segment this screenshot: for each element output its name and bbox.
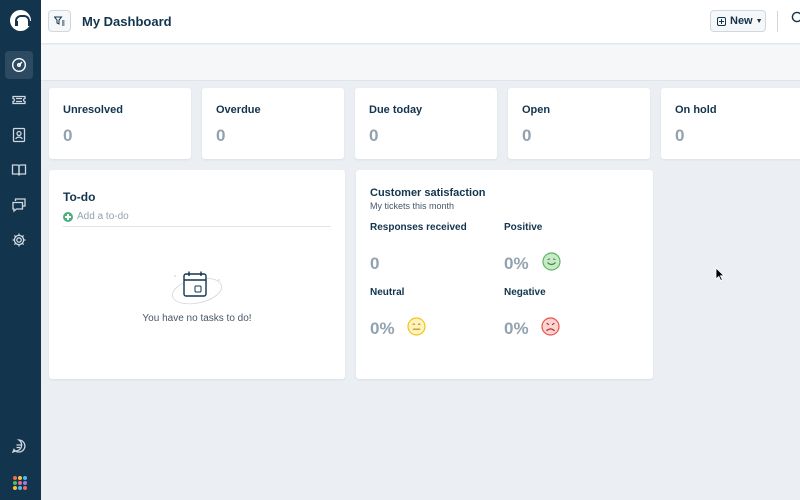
filter-toggle-button[interactable]: [48, 10, 71, 32]
stat-value: 0: [522, 126, 532, 145]
negative-value: 0%: [504, 319, 529, 338]
sidebar: [0, 0, 41, 500]
chat-icon[interactable]: [5, 191, 33, 219]
stat-value: 0: [216, 126, 226, 145]
stat-label: Open: [522, 104, 551, 116]
responses-received-value: 0: [370, 254, 380, 273]
dashboard-gauge-icon[interactable]: [5, 51, 33, 79]
stat-value: 0: [369, 126, 379, 145]
csat-subtitle: My tickets this month: [370, 201, 455, 211]
tickets-icon[interactable]: [5, 86, 33, 114]
stat-card-overdue[interactable]: Overdue 0: [202, 88, 344, 159]
neutral-label: Neutral: [370, 287, 405, 298]
chevron-down-icon: ▼: [755, 17, 763, 25]
stat-card-unresolved[interactable]: Unresolved 0: [49, 88, 191, 159]
add-circle-icon: [63, 212, 73, 222]
dashboard-toolbar: [41, 45, 800, 81]
search-icon[interactable]: [791, 11, 800, 25]
stat-card-on-hold[interactable]: On hold 0: [661, 88, 800, 159]
filter-icon: [54, 16, 65, 26]
customer-satisfaction-widget: Customer satisfaction My tickets this mo…: [356, 170, 653, 379]
todo-title: To-do: [63, 190, 96, 204]
todo-widget: To-do Add a to-do You have no tasks to d…: [49, 170, 345, 379]
todo-empty-message: You have no tasks to do!: [142, 313, 252, 324]
top-header: My Dashboard New ▼: [41, 0, 800, 44]
apps-grid-icon[interactable]: [13, 476, 27, 490]
new-button[interactable]: New ▼: [710, 10, 766, 32]
stat-label: Due today: [369, 104, 423, 116]
stat-label: On hold: [675, 104, 717, 116]
sad-face-icon: [541, 317, 560, 336]
contacts-icon[interactable]: [5, 121, 33, 149]
logo-headset-icon[interactable]: [10, 10, 32, 31]
positive-label: Positive: [504, 222, 543, 233]
mouse-cursor-icon: [715, 267, 725, 281]
stat-card-open[interactable]: Open 0: [508, 88, 650, 159]
page-title: My Dashboard: [82, 14, 172, 29]
csat-title: Customer satisfaction: [370, 187, 486, 199]
add-todo-input[interactable]: Add a to-do: [63, 211, 331, 227]
plus-box-icon: [717, 16, 726, 26]
neutral-face-icon: [407, 317, 426, 336]
add-todo-placeholder: Add a to-do: [77, 211, 129, 222]
stat-label: Unresolved: [63, 104, 123, 116]
empty-calendar-illustration-icon: [172, 271, 222, 305]
new-button-label: New: [730, 15, 753, 27]
stat-value: 0: [675, 126, 685, 145]
stat-label: Overdue: [216, 104, 261, 116]
neutral-value: 0%: [370, 319, 395, 338]
settings-gear-icon[interactable]: [5, 226, 33, 254]
freshchat-icon[interactable]: [5, 432, 33, 460]
stat-value: 0: [63, 126, 73, 145]
knowledge-base-book-icon[interactable]: [5, 156, 33, 184]
stat-card-due-today[interactable]: Due today 0: [355, 88, 497, 159]
header-divider: [777, 11, 778, 32]
positive-value: 0%: [504, 254, 529, 273]
negative-label: Negative: [504, 287, 546, 298]
happy-face-icon: [542, 252, 561, 271]
responses-received-label: Responses received: [370, 222, 467, 233]
